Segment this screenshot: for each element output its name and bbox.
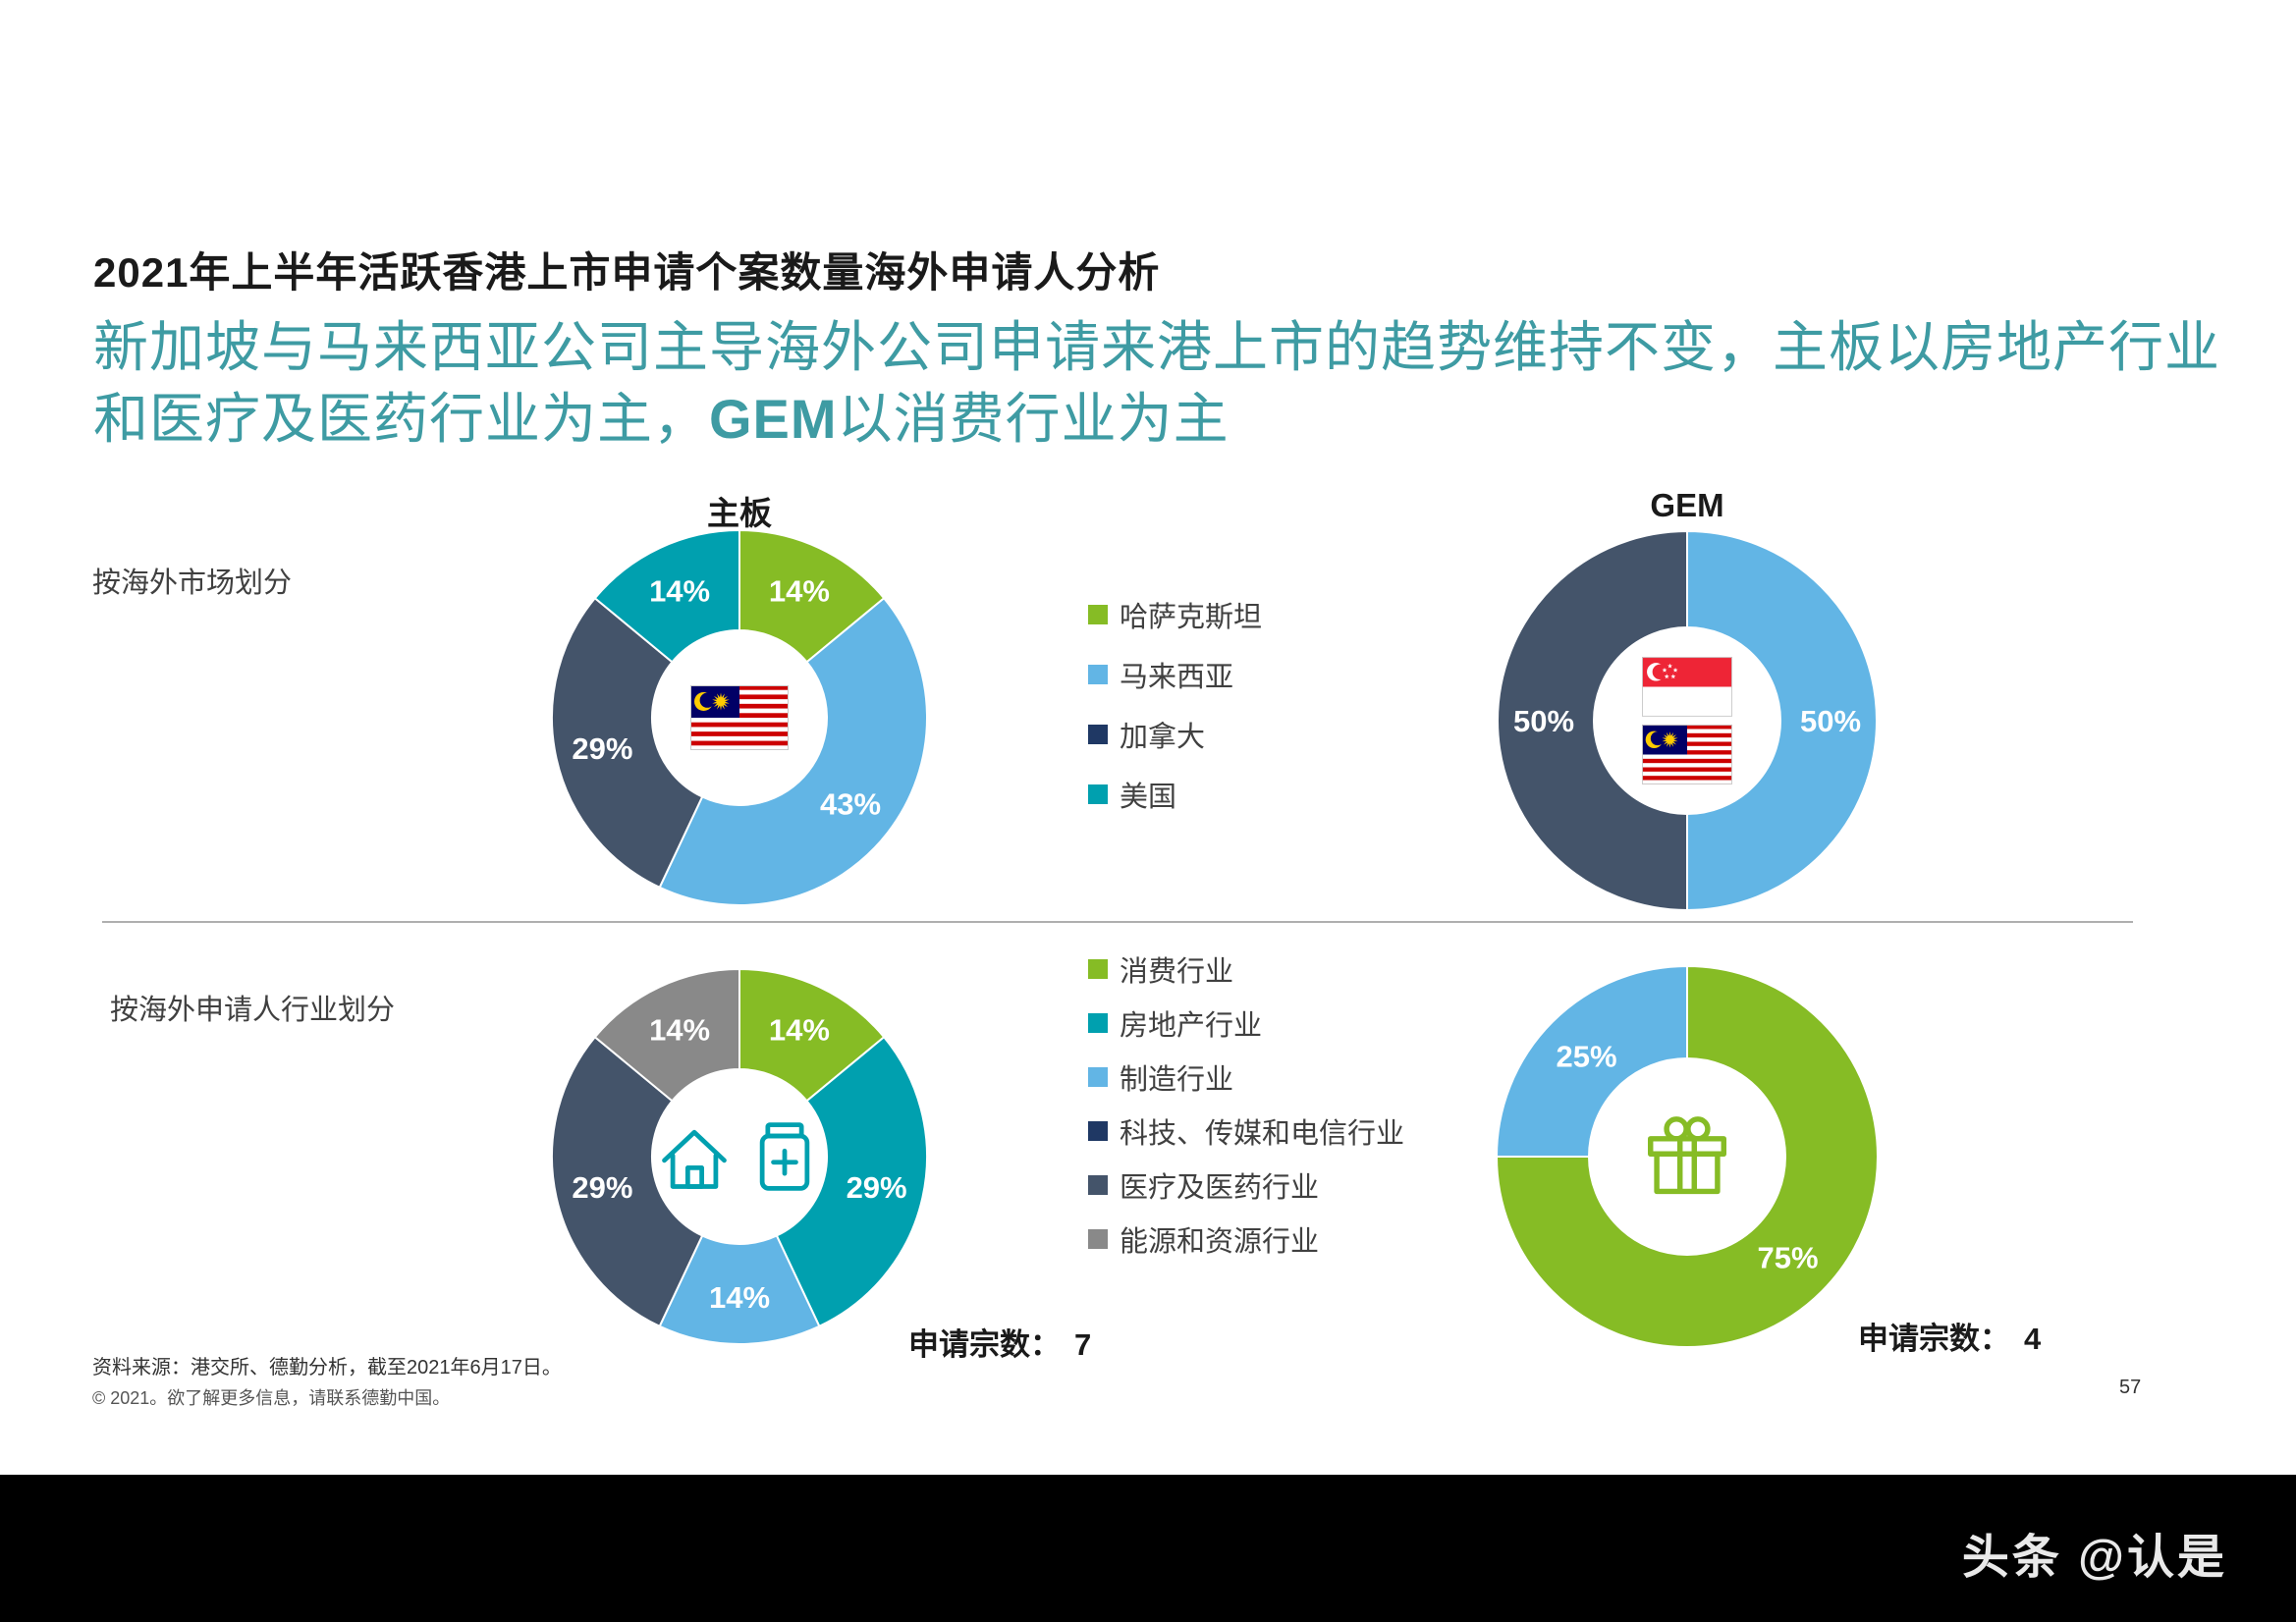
slice-percent-label: 14% [769, 1013, 830, 1048]
slice-percent-label: 43% [820, 787, 881, 822]
donut-center-icons [1497, 966, 1878, 1347]
chart-title-main-board: 主板 [707, 495, 772, 531]
house-icon [662, 1129, 727, 1189]
industry-legend-item: 房地产行业 [1088, 1003, 1404, 1043]
main-board-application-count: 申请宗数： 7 [908, 1320, 1091, 1364]
legend-label: 制造行业 [1120, 1064, 1234, 1096]
industry-legend: 消费行业房地产行业制造行业科技、传媒和电信行业 医疗及医药行业 能源和资源行业 [1088, 949, 1404, 1259]
subtitle-text-tail: 以消费行业为主 [837, 387, 1230, 450]
donut-svg: 75% 25% [1495, 964, 1879, 1348]
industry-legend-item: 能源和资源行业 [1088, 1219, 1404, 1259]
slice-percent-label: 75% [1757, 1241, 1818, 1275]
bottom-black-band: 头条 @认是 [0, 1475, 2296, 1622]
donut-center-icons [552, 969, 927, 1344]
slice-percent-label: 29% [572, 1170, 632, 1205]
donut-slice [658, 596, 928, 906]
gem-application-count: 申请宗数： 4 [1858, 1314, 2041, 1358]
slice-percent-label: 29% [572, 731, 632, 766]
donut-slice [775, 1035, 928, 1328]
legend-swatch [1088, 665, 1108, 684]
row-label-market: 按海外市场划分 [92, 568, 293, 599]
market-legend-item: 哈萨克斯坦 [1088, 595, 1262, 634]
subtitle-text: 新加坡与马来西亚公司主导海外公司申请来港上市的趋势维持不变，主板以房地产行业和医… [93, 316, 2220, 450]
legend-swatch [1088, 1229, 1108, 1249]
slice-percent-label: 14% [649, 574, 710, 609]
donut-slice [738, 528, 886, 664]
legend-label: 加拿大 [1120, 722, 1206, 753]
market-legend-item: 马来西亚 [1088, 655, 1262, 694]
page-number: 57 [2119, 1377, 2142, 1398]
donut-slice [1495, 964, 1688, 1158]
slice-percent-label: 29% [847, 1170, 907, 1205]
row-label-industry: 按海外申请人行业划分 [110, 995, 396, 1026]
donut-chart-gem-market: 50% 50% [1497, 529, 1878, 912]
slice-percent-label: 14% [709, 1280, 770, 1315]
donut-chart-main-board-industry: 14% 29% 14% 29% 14% [551, 967, 928, 1345]
legend-label: 能源和资源行业 [1120, 1226, 1320, 1258]
donut-slice [1495, 964, 1879, 1348]
legend-swatch [1088, 1121, 1108, 1141]
slice-percent-label: 50% [1800, 704, 1861, 738]
legend-swatch [1088, 725, 1108, 744]
donut-slice [551, 1035, 704, 1328]
legend-swatch [1088, 784, 1108, 804]
legend-swatch [1088, 605, 1108, 624]
count-value: 4 [2024, 1322, 2042, 1356]
slice-percent-label: 14% [649, 1013, 710, 1048]
market-legend-item: 加拿大 [1088, 715, 1262, 754]
legend-swatch [1088, 1175, 1108, 1195]
subtitle-gem-text: GEM [709, 387, 838, 450]
donut-slice [593, 967, 740, 1103]
donut-slice [1686, 529, 1878, 912]
page-subtitle: 新加坡与马来西亚公司主导海外公司申请来港上市的趋势维持不变，主板以房地产行业和医… [93, 312, 2234, 456]
market-legend: 哈萨克斯坦马来西亚加拿大美国 [1088, 595, 1262, 814]
medicine-bottle-icon [759, 1122, 810, 1191]
legend-label: 马来西亚 [1120, 662, 1234, 693]
market-legend-item: 美国 [1088, 775, 1262, 814]
industry-legend-item: 制造行业 [1088, 1057, 1404, 1097]
chart-title-gem: GEM [1650, 487, 1724, 523]
donut-slice [658, 1234, 821, 1345]
legend-label: 美国 [1120, 782, 1177, 813]
watermark: 头条 @认是 [1961, 1532, 2227, 1584]
industry-legend-item: 消费行业 [1088, 949, 1404, 989]
page-title: 2021年上半年活跃香港上市申请个案数量海外申请人分析 [93, 249, 1161, 296]
donut-svg: 14% 43% 29% 14% [551, 528, 928, 906]
donut-chart-gem-industry: 75% 25% [1495, 964, 1879, 1348]
count-label: 申请宗数： [1858, 1322, 2010, 1356]
legend-label: 科技、传媒和电信行业 [1120, 1118, 1405, 1150]
slice-percent-label: 25% [1556, 1040, 1616, 1074]
singapore-flag-icon [1642, 657, 1732, 717]
section-divider [102, 921, 2133, 923]
donut-svg: 50% 50% [1497, 529, 1878, 912]
industry-legend-item: 医疗及医药行业 [1088, 1165, 1404, 1205]
legend-swatch [1088, 1013, 1108, 1033]
footer-source: 资料来源：港交所、德勤分析，截至2021年6月17日。 [92, 1357, 562, 1379]
donut-slice [738, 967, 886, 1103]
gift-icon [1648, 1116, 1726, 1195]
legend-label: 房地产行业 [1120, 1010, 1263, 1042]
donut-svg: 14% 29% 14% 29% 14% [551, 967, 928, 1345]
slice-percent-label: 14% [769, 574, 830, 609]
donut-center-icons [552, 530, 927, 905]
legend-swatch [1088, 959, 1108, 979]
footer-copyright: © 2021。欲了解更多信息，请联系德勤中国。 [92, 1388, 451, 1408]
legend-label: 医疗及医药行业 [1120, 1172, 1320, 1204]
malaysia-flag-icon [690, 685, 789, 750]
legend-label: 哈萨克斯坦 [1120, 602, 1263, 633]
slice-percent-label: 50% [1513, 704, 1574, 738]
industry-legend-item: 科技、传媒和电信行业 [1088, 1111, 1404, 1151]
donut-slice [1497, 529, 1688, 912]
malaysia-flag-icon [1642, 725, 1732, 784]
donut-chart-main-board-market: 14% 43% 29% 14% [551, 528, 928, 906]
donut-center-icons [1498, 531, 1877, 910]
count-label: 申请宗数： [908, 1327, 1061, 1362]
legend-label: 消费行业 [1120, 956, 1234, 988]
count-value: 7 [1074, 1327, 1092, 1362]
legend-swatch [1088, 1067, 1108, 1087]
donut-slice [551, 596, 704, 890]
donut-slice [593, 528, 740, 664]
